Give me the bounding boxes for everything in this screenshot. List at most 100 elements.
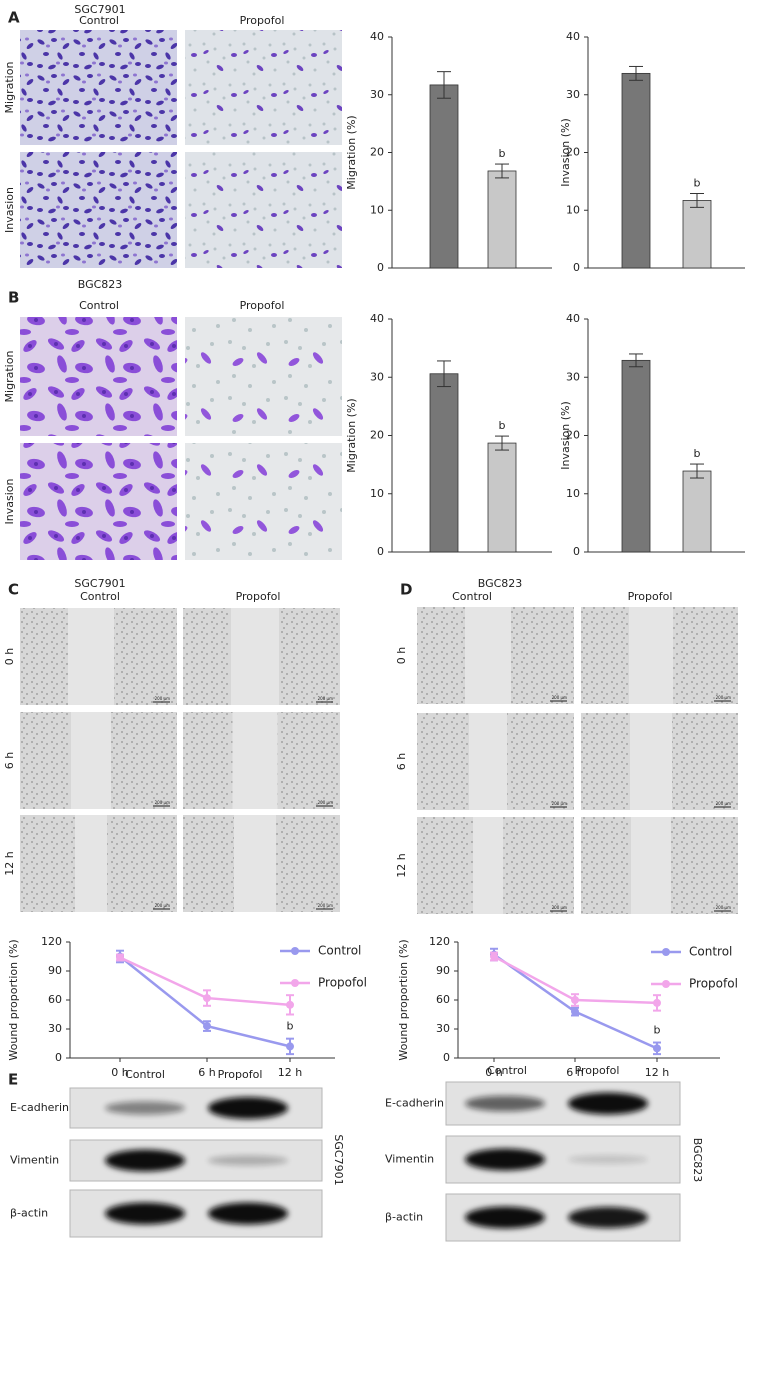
y-tick-label: 90 [436,964,450,977]
row-label: 6 h [395,753,408,770]
bar [487,442,517,553]
row-label: Invasion [3,187,16,233]
error-bar [437,71,451,99]
scale-bar-label: 200 μm [155,696,170,701]
error-bar [495,163,509,179]
y-tick-label: 120 [429,935,450,948]
y-tick-label: 0 [55,1051,62,1064]
legend-marker [291,979,299,987]
column-label: Control [487,1064,527,1077]
row-label: Invasion [3,479,16,525]
micrograph [185,30,342,145]
y-tick-label: 40 [566,30,580,43]
y-tick-label: 60 [436,993,450,1006]
wound-gap [630,713,672,810]
blot-band [208,1097,288,1119]
y-axis-label: Migration (%) [345,398,358,472]
wound-gap [75,815,107,912]
series-marker [571,996,579,1004]
micrograph [20,443,177,560]
wound-gap [629,607,673,704]
row-label: E-cadherin [10,1101,69,1114]
bar [429,373,459,553]
error-bar [437,360,451,388]
blot-band [568,1092,648,1115]
error-bar [495,435,509,451]
column-label: Control [80,590,120,603]
cell-line: SGC7901 [74,3,125,16]
row-label: 0 h [3,648,16,665]
blot-band [465,1095,545,1112]
y-tick-label: 30 [566,88,580,101]
y-axis-label: Wound proportion (%) [7,939,20,1060]
scale-bar-label: 200 μm [318,800,333,805]
y-tick-label: 10 [566,203,580,216]
blot-band [208,1202,288,1225]
row-label: Vimentin [385,1153,434,1166]
y-axis-label: Invasion (%) [559,401,572,470]
series-marker [653,1044,661,1053]
significance-label: b [654,1024,661,1037]
y-tick-label: 40 [370,30,384,43]
x-tick-label: 12 h [278,1066,302,1079]
wound-gap [469,713,507,810]
y-axis-label: Wound proportion (%) [397,939,410,1060]
blot-band [465,1206,545,1229]
row-label: β-actin [10,1207,48,1220]
bar [487,170,517,269]
legend-label: Control [689,945,732,959]
row-label: E-cadherin [385,1097,444,1110]
y-tick-label: 30 [48,1022,62,1035]
y-tick-label: 90 [48,964,62,977]
y-tick-label: 40 [566,312,580,325]
scale-bar-label: 200 μm [318,696,333,701]
blot-band [105,1149,185,1172]
column-label: Propofol [240,14,285,27]
column-label: Propofol [628,590,673,603]
y-tick-label: 60 [48,993,62,1006]
y-tick-label: 0 [573,261,580,274]
series-marker [490,952,498,961]
blot-band [568,1155,648,1164]
legend-label: Propofol [318,976,367,990]
y-tick-label: 0 [377,261,384,274]
y-tick-label: 120 [41,935,62,948]
scale-bar-label: 200 μm [716,905,731,910]
wound-gap [68,608,114,705]
column-label: Control [79,299,119,312]
wound-gap [234,815,276,912]
row-label: 12 h [395,853,408,877]
wound-gap [71,712,111,809]
series-marker [286,1042,294,1051]
significance-label: b [499,147,506,160]
series-marker [286,1000,294,1009]
column-label: Propofol [575,1064,620,1077]
y-tick-label: 10 [566,487,580,500]
y-axis-label: Migration (%) [345,115,358,189]
panel-label: B [8,289,19,307]
cell-line: BGC823 [78,278,123,291]
legend-marker [662,980,670,988]
significance-label: b [694,177,701,190]
x-tick-label: 0 h [485,1066,502,1079]
scale-bar-label: 200 μm [716,695,731,700]
blot-band [465,1148,545,1171]
series-marker [653,998,661,1007]
column-label: Control [79,14,119,27]
series-marker [203,1022,211,1031]
legend-marker [662,948,670,956]
row-label: 12 h [3,851,16,875]
bar [682,200,712,269]
micrograph [20,152,177,268]
row-label: 6 h [3,752,16,769]
y-tick-label: 20 [566,429,580,442]
scale-bar-label: 200 μm [155,800,170,805]
y-tick-label: 30 [436,1022,450,1035]
micrograph [20,317,177,436]
series-marker [571,1007,579,1016]
scale-bar-label: 200 μm [155,903,170,908]
y-tick-label: 20 [370,146,384,159]
series-marker [203,994,211,1003]
legend-marker [291,947,299,955]
micrograph [185,152,342,268]
